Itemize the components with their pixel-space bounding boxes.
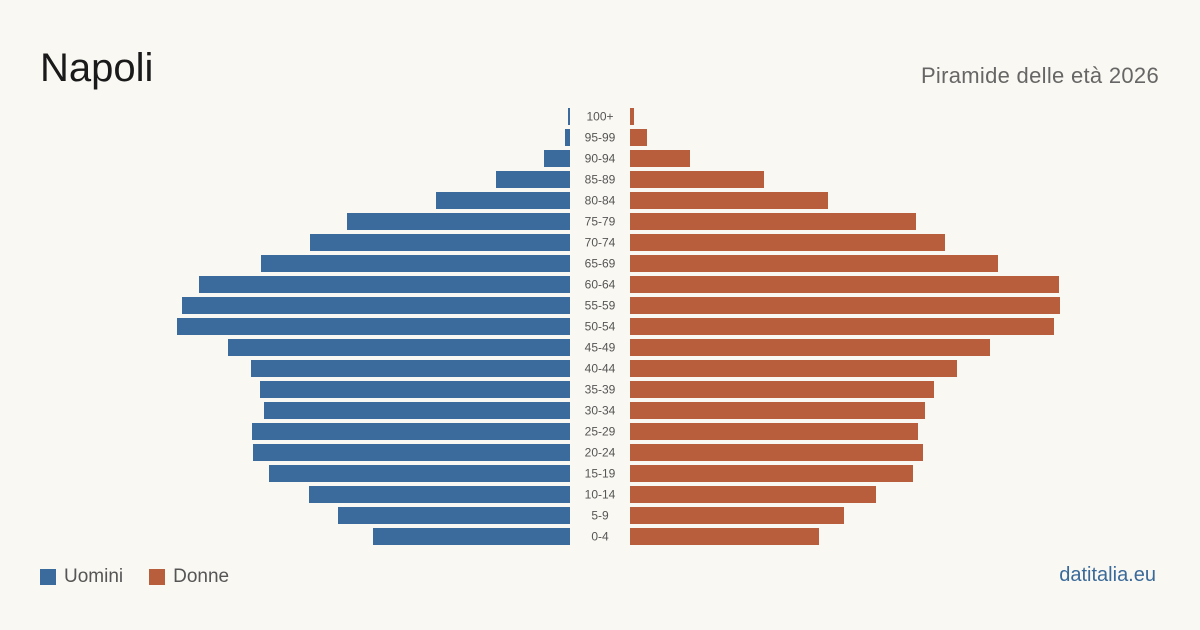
bar-men-20-24 <box>253 444 570 461</box>
bar-women-60-64 <box>630 276 1059 293</box>
bar-men-30-34 <box>264 402 570 419</box>
bar-men-60-64 <box>199 276 570 293</box>
bar-women-55-59 <box>630 297 1060 314</box>
bar-men-5-9 <box>338 507 570 524</box>
population-pyramid-chart: 100+ 95-99 90-94 85-89 80-84 75-79 70-74 65-69 6… <box>177 108 1060 545</box>
bar-men-10-14 <box>309 486 570 503</box>
bar-men-70-74 <box>310 234 570 251</box>
bar-men-40-44 <box>251 360 570 377</box>
bar-women-45-49 <box>630 339 990 356</box>
bar-women-0-4 <box>630 528 819 545</box>
bar-men-45-49 <box>228 339 570 356</box>
men-bars-group <box>177 108 570 545</box>
age-labels-group: 100+ 95-99 90-94 85-89 80-84 75-79 70-74 65-69 6… <box>585 110 616 544</box>
bar-men-75-79 <box>347 213 570 230</box>
bar-women-5-9 <box>630 507 844 524</box>
bar-women-90-94 <box>630 150 690 167</box>
bar-women-15-19 <box>630 465 913 482</box>
bar-men-50-54 <box>177 318 570 335</box>
bar-men-35-39 <box>260 381 570 398</box>
bar-women-75-79 <box>630 213 916 230</box>
age-label-40-44: 40-44 <box>585 362 616 376</box>
age-label-70-74: 70-74 <box>585 236 616 250</box>
bar-women-25-29 <box>630 423 918 440</box>
age-label-0-4: 0-4 <box>591 530 609 544</box>
women-bars-group <box>630 108 1060 545</box>
bar-men-0-4 <box>373 528 570 545</box>
age-label-30-34: 30-34 <box>585 404 616 418</box>
age-label-100plus: 100+ <box>586 110 613 124</box>
bar-men-90-94 <box>544 150 570 167</box>
age-label-25-29: 25-29 <box>585 425 616 439</box>
age-label-15-19: 15-19 <box>585 467 616 481</box>
legend: Uomini Donne <box>40 566 255 588</box>
bar-women-65-69 <box>630 255 998 272</box>
chart-subtitle: Piramide delle età 2026 <box>920 63 1159 88</box>
brand-link[interactable]: datitalia.eu <box>1059 564 1156 586</box>
age-label-60-64: 60-64 <box>585 278 616 292</box>
bar-women-100plus <box>630 108 634 125</box>
age-label-75-79: 75-79 <box>585 215 616 229</box>
age-label-20-24: 20-24 <box>585 446 616 460</box>
age-label-55-59: 55-59 <box>585 299 616 313</box>
age-label-45-49: 45-49 <box>585 341 616 355</box>
bar-women-70-74 <box>630 234 945 251</box>
legend-swatch-women <box>149 569 166 585</box>
bar-women-95-99 <box>630 129 647 146</box>
bar-men-25-29 <box>252 423 570 440</box>
bar-women-85-89 <box>630 171 764 188</box>
bar-women-30-34 <box>630 402 925 419</box>
legend-swatch-men <box>40 569 56 585</box>
legend-item-women: Donne <box>149 566 229 588</box>
bar-women-80-84 <box>630 192 828 209</box>
bar-men-80-84 <box>436 192 570 209</box>
legend-label-men: Uomini <box>64 566 124 587</box>
bar-women-50-54 <box>630 318 1054 335</box>
bar-men-65-69 <box>261 255 570 272</box>
bar-men-95-99 <box>565 129 570 146</box>
page-title: Napoli <box>40 46 154 90</box>
bar-women-40-44 <box>630 360 957 377</box>
bar-women-35-39 <box>630 381 934 398</box>
age-label-35-39: 35-39 <box>585 383 616 397</box>
legend-item-men: Uomini <box>40 566 123 588</box>
age-label-10-14: 10-14 <box>585 488 616 502</box>
bar-men-55-59 <box>182 297 570 314</box>
bar-men-85-89 <box>496 171 570 188</box>
age-label-80-84: 80-84 <box>585 194 616 208</box>
age-label-95-99: 95-99 <box>585 131 616 145</box>
age-label-5-9: 5-9 <box>591 509 609 523</box>
age-label-50-54: 50-54 <box>585 320 616 334</box>
bar-women-20-24 <box>630 444 923 461</box>
bar-men-100plus <box>568 108 570 125</box>
age-label-85-89: 85-89 <box>585 173 616 187</box>
legend-label-women: Donne <box>173 566 230 587</box>
age-label-90-94: 90-94 <box>585 152 616 166</box>
bar-men-15-19 <box>269 465 570 482</box>
age-label-65-69: 65-69 <box>585 257 616 271</box>
bar-women-10-14 <box>630 486 876 503</box>
